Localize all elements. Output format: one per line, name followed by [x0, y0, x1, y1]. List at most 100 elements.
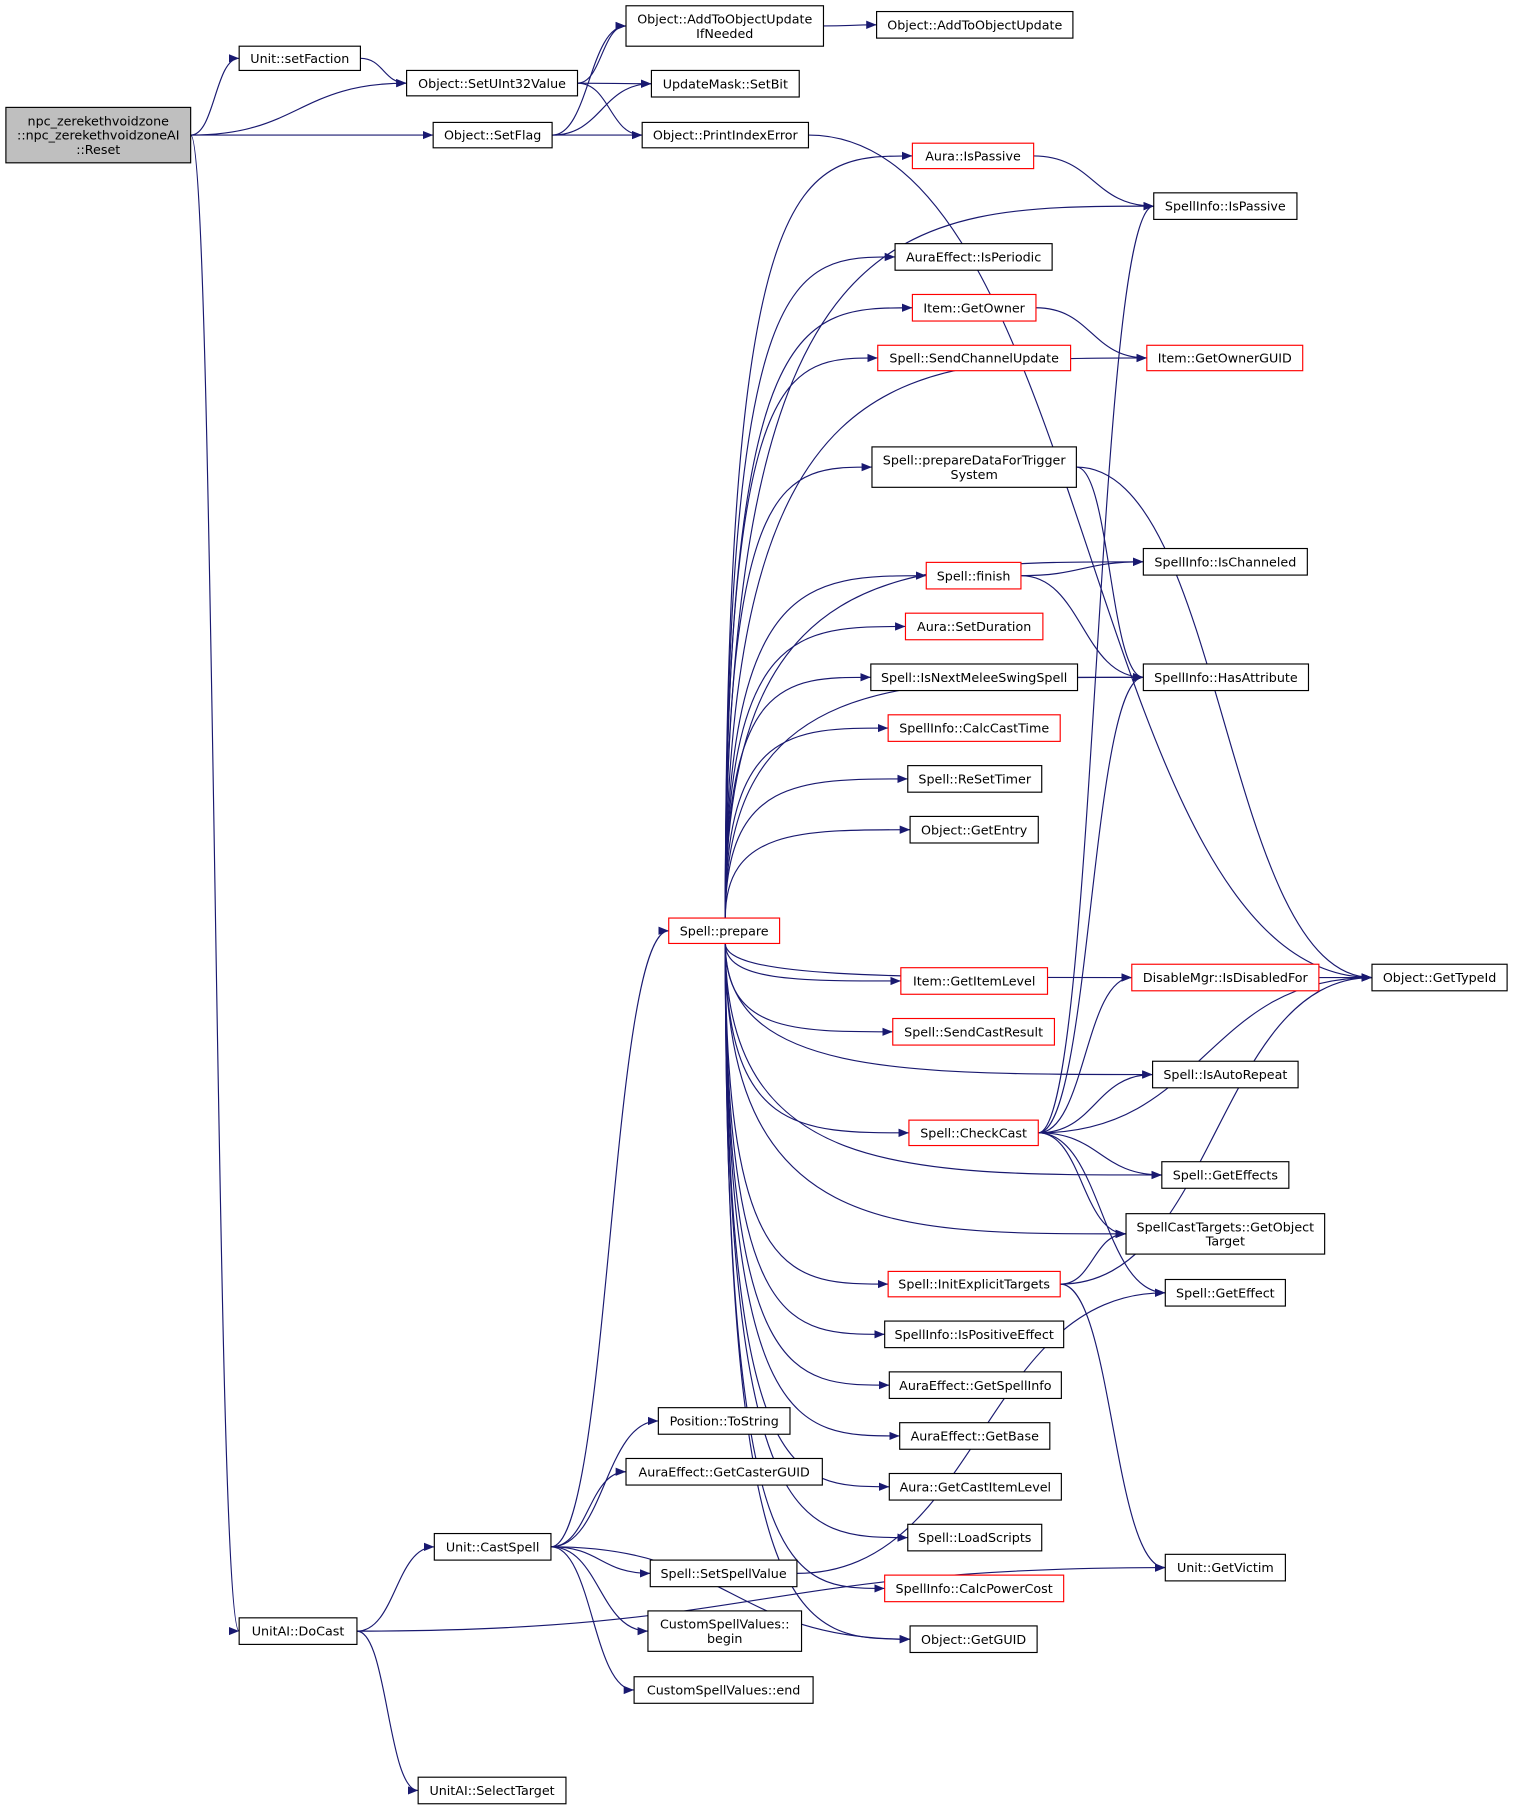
- node-box: [406, 69, 579, 97]
- node-label: Spell::IsAutoRepeat: [1163, 1067, 1287, 1082]
- node-prepare[interactable]: Spell::prepare: [668, 917, 781, 945]
- node-autoRepeat[interactable]: Spell::IsAutoRepeat: [1152, 1060, 1299, 1089]
- edge-castSpell-to-csvBegin: [550, 1546, 648, 1636]
- node-checkCast[interactable]: Spell::CheckCast: [908, 1119, 1039, 1147]
- node-label: CustomSpellValues::end: [647, 1683, 800, 1698]
- node-setFlag[interactable]: Object::SetFlag: [432, 121, 553, 149]
- node-castResult[interactable]: Spell::SendCastResult: [892, 1017, 1056, 1046]
- node-label: SpellInfo::CalcCastTime: [899, 721, 1049, 736]
- node-setUInt32[interactable]: Object::SetUInt32Value: [406, 69, 579, 97]
- node-box: [1125, 1213, 1326, 1255]
- node-csvEnd[interactable]: CustomSpellValues::end: [633, 1676, 814, 1704]
- node-printIdx[interactable]: Object::PrintIndexError: [641, 121, 810, 149]
- node-initTargets[interactable]: Spell::InitExplicitTargets: [887, 1270, 1061, 1298]
- node-itemLevel[interactable]: Item::GetItemLevel: [900, 967, 1049, 995]
- edge-prepare-to-powerCost: [724, 943, 885, 1593]
- node-box: [625, 1457, 823, 1486]
- edge-prepare-to-sendChannel: [724, 353, 878, 919]
- edge-getOwner-to-ownerGUID: [1035, 307, 1147, 363]
- node-selectTarget[interactable]: UnitAI::SelectTarget: [417, 1776, 567, 1805]
- node-setBit[interactable]: UpdateMask::SetBit: [650, 69, 800, 98]
- node-label: Spell::SetSpellValue: [661, 1566, 787, 1581]
- edge-checkCast-to-siIsPassive: [1038, 202, 1154, 1134]
- node-box: [899, 1422, 1051, 1450]
- edge-prepare-to-getEffects: [724, 943, 1162, 1180]
- node-csvBegin[interactable]: CustomSpellValues::begin: [647, 1610, 803, 1652]
- edge-prepare-to-loadScripts: [724, 943, 908, 1542]
- node-isChanneled[interactable]: SpellInfo::IsChanneled: [1142, 547, 1308, 576]
- node-label: Aura::IsPassive: [925, 149, 1021, 164]
- node-label: Item::GetOwner: [923, 300, 1025, 315]
- node-box: [888, 1371, 1062, 1400]
- node-calcCast[interactable]: SpellInfo::CalcCastTime: [887, 714, 1061, 742]
- edge-addIfNeeded-to-addUpdate: [823, 20, 877, 29]
- edge-checkCast-to-objTarget: [1038, 1132, 1127, 1239]
- edge-prepare-to-castItemLevel: [724, 943, 890, 1491]
- node-reSetTimer[interactable]: Spell::ReSetTimer: [907, 765, 1043, 793]
- node-getOwner[interactable]: Item::GetOwner: [911, 293, 1037, 322]
- node-label: AuraEffect::GetSpellInfo: [899, 1378, 1052, 1393]
- node-casterGUID[interactable]: AuraEffect::GetCasterGUID: [625, 1457, 823, 1486]
- node-label: IfNeeded: [696, 26, 753, 41]
- edge-prepare-to-siIsPassive: [724, 201, 1154, 919]
- edge-prepare-to-itemLevel: [724, 943, 901, 986]
- node-loadScripts[interactable]: Spell::LoadScripts: [907, 1523, 1043, 1552]
- edge-prepare-to-finish: [724, 571, 927, 919]
- node-label: ::npc_zerekethvoidzoneAI: [17, 128, 179, 143]
- node-posEffect[interactable]: SpellInfo::IsPositiveEffect: [884, 1320, 1065, 1349]
- node-getBase[interactable]: AuraEffect::GetBase: [899, 1422, 1051, 1450]
- node-label: UnitAI::SelectTarget: [429, 1783, 554, 1798]
- node-setDuration[interactable]: Aura::SetDuration: [904, 612, 1044, 641]
- node-disabled[interactable]: DisableMgr::IsDisabledFor: [1131, 963, 1320, 992]
- node-box: [433, 1532, 552, 1561]
- node-setSpellValue[interactable]: Spell::SetSpellValue: [649, 1559, 798, 1588]
- edge-prepare-to-getBase: [724, 943, 900, 1441]
- edge-castSpell-to-prepare: [550, 926, 669, 1548]
- node-reset[interactable]: npc_zerekethvoidzone::npc_zerekethvoidzo…: [5, 106, 192, 164]
- node-getVictim[interactable]: Unit::GetVictim: [1164, 1553, 1286, 1582]
- node-getGUID[interactable]: Object::GetGUID: [909, 1625, 1038, 1654]
- node-box: [870, 663, 1079, 692]
- node-box: [238, 1617, 358, 1645]
- node-label: DisableMgr::IsDisabledFor: [1143, 970, 1309, 985]
- node-toString[interactable]: Position::ToString: [657, 1407, 791, 1435]
- node-siIsPassive[interactable]: SpellInfo::IsPassive: [1153, 192, 1298, 220]
- node-sendChannel[interactable]: Spell::SendChannelUpdate: [877, 344, 1072, 372]
- node-finish[interactable]: Spell::finish: [925, 561, 1022, 590]
- node-box: [1131, 963, 1320, 992]
- node-setFaction[interactable]: Unit::setFaction: [238, 45, 361, 72]
- edge-printIdx-to-getTypeId: [808, 134, 1372, 982]
- edge-prepare-to-auraIsPassive: [724, 151, 913, 919]
- node-getEntry[interactable]: Object::GetEntry: [909, 815, 1039, 844]
- node-box: [904, 612, 1044, 641]
- node-powerCost[interactable]: SpellInfo::CalcPowerCost: [884, 1574, 1065, 1603]
- node-label: SpellInfo::IsChanneled: [1154, 554, 1296, 569]
- node-castSpell[interactable]: Unit::CastSpell: [433, 1532, 552, 1561]
- node-label: Spell::CheckCast: [920, 1125, 1027, 1140]
- node-label: Object::SetFlag: [444, 128, 541, 143]
- edge-castSpell-to-toString: [550, 1416, 659, 1548]
- edge-prepare-to-getSpellInfo: [724, 943, 890, 1390]
- node-label: Object::SetUInt32Value: [418, 76, 566, 91]
- edge-prepare-to-checkCast: [724, 943, 909, 1137]
- node-getSpellInfo[interactable]: AuraEffect::GetSpellInfo: [888, 1371, 1062, 1400]
- edge-doCast-to-selectTarget: [356, 1630, 419, 1795]
- node-box: [649, 1559, 798, 1588]
- node-auraIsPassive[interactable]: Aura::IsPassive: [911, 142, 1035, 170]
- node-castItemLevel[interactable]: Aura::GetCastItemLevel: [888, 1472, 1062, 1501]
- node-nextMelee[interactable]: Spell::IsNextMeleeSwingSpell: [870, 663, 1079, 692]
- node-isPeriodic[interactable]: AuraEffect::IsPeriodic: [894, 243, 1053, 271]
- node-box: [1161, 1161, 1290, 1189]
- node-addUpdate[interactable]: Object::AddToObjectUpdate: [876, 10, 1074, 39]
- node-getEffects[interactable]: Spell::GetEffects: [1161, 1161, 1290, 1189]
- node-hasAttr[interactable]: SpellInfo::HasAttribute: [1142, 663, 1310, 692]
- node-doCast[interactable]: UnitAI::DoCast: [238, 1617, 358, 1645]
- node-getEffect[interactable]: Spell::GetEffect: [1164, 1278, 1286, 1307]
- node-getTypeId[interactable]: Object::GetTypeId: [1371, 963, 1508, 992]
- node-ownerGUID[interactable]: Item::GetOwnerGUID: [1146, 344, 1304, 372]
- edge-prepare-to-hasAttr: [724, 673, 1144, 919]
